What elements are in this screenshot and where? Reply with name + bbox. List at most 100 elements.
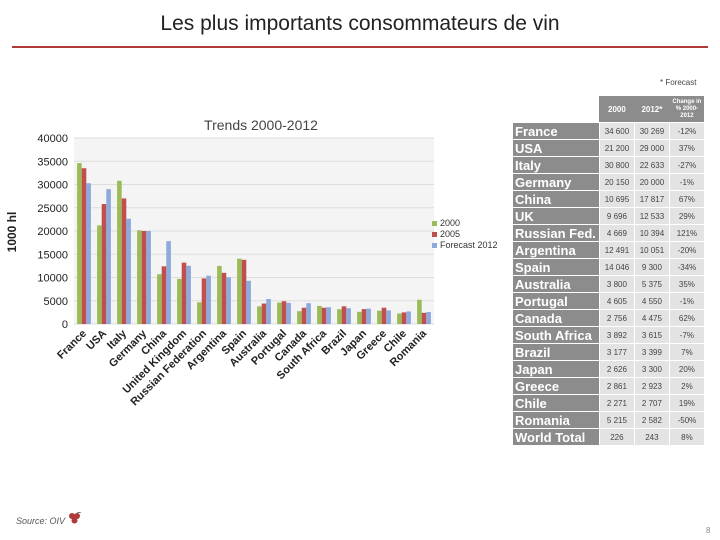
row-value-2000: 2 861 xyxy=(598,377,635,395)
row-change: -12% xyxy=(668,122,705,140)
row-value-2000: 10 695 xyxy=(598,190,635,208)
table-row: Romania 5 215 2 582 -50% xyxy=(512,411,705,429)
row-value-2012: 2 707 xyxy=(633,394,670,412)
chart-title: Trends 2000-2012 xyxy=(204,117,318,133)
legend-swatch xyxy=(432,232,437,237)
bar-2005 xyxy=(201,278,207,324)
bar-forecast-2012 xyxy=(306,303,311,324)
row-change: -27% xyxy=(668,156,705,174)
table-row: Chile 2 271 2 707 19% xyxy=(512,394,705,412)
y-axis-label: 1000 hl xyxy=(5,212,19,253)
bar-forecast-2012 xyxy=(326,307,331,324)
row-change: -1% xyxy=(668,292,705,310)
table-row: France 34 600 30 269 -12% xyxy=(512,122,705,140)
row-value-2012: 29 000 xyxy=(633,139,670,157)
page-number: 8 xyxy=(706,526,711,535)
row-value-2012: 30 269 xyxy=(633,122,670,140)
table-row: China 10 695 17 817 67% xyxy=(512,190,705,208)
bar-forecast-2012 xyxy=(286,302,291,324)
bar-forecast-2012 xyxy=(386,310,391,324)
row-value-2000: 3 177 xyxy=(598,343,635,361)
header-2012: 2012* xyxy=(634,96,670,123)
bar-forecast-2012 xyxy=(246,280,251,324)
bar-2005 xyxy=(301,307,307,324)
row-value-2000: 34 600 xyxy=(598,122,635,140)
bar-2005 xyxy=(341,306,347,324)
y-tick-label: 15000 xyxy=(37,249,68,261)
row-country: South Africa xyxy=(512,326,600,344)
bar-forecast-2012 xyxy=(346,308,351,324)
row-change: -50% xyxy=(668,411,705,429)
bar-2000 xyxy=(317,305,322,324)
row-value-2000: 20 150 xyxy=(598,173,635,191)
row-value-2000: 2 271 xyxy=(598,394,635,412)
row-change: 7% xyxy=(668,343,705,361)
legend-swatch xyxy=(432,221,437,226)
row-country: Argentina xyxy=(512,241,600,259)
y-tick-label: 0 xyxy=(62,319,68,331)
bar-2000 xyxy=(337,309,342,324)
row-country: UK xyxy=(512,207,600,225)
row-country: Italy xyxy=(512,156,600,174)
row-country: China xyxy=(512,190,600,208)
row-country: Romania xyxy=(512,411,600,429)
bar-2000 xyxy=(117,180,122,324)
row-value-2012: 20 000 xyxy=(633,173,670,191)
row-value-2000: 3 800 xyxy=(598,275,635,293)
y-tick-label: 25000 xyxy=(37,203,68,215)
bar-2005 xyxy=(121,198,127,324)
bar-forecast-2012 xyxy=(426,311,431,324)
y-tick-label: 10000 xyxy=(37,273,68,285)
row-change: 37% xyxy=(668,139,705,157)
slide-title: Les plus importants consommateurs de vin xyxy=(160,12,560,35)
row-value-2012: 4 475 xyxy=(633,309,670,327)
row-change: 35% xyxy=(668,275,705,293)
table-header-row: 2000 2012* Change in % 2000-2012 xyxy=(512,96,705,123)
row-country: Spain xyxy=(512,258,600,276)
row-country: Russian Fed. xyxy=(512,224,600,242)
row-change: 29% xyxy=(668,207,705,225)
row-change: -7% xyxy=(668,326,705,344)
row-value-2000: 4 605 xyxy=(598,292,635,310)
table-row: Spain 14 046 9 300 -34% xyxy=(512,258,705,276)
bar-forecast-2012 xyxy=(226,277,231,324)
row-country: Canada xyxy=(512,309,600,327)
table-row: Japan 2 626 3 300 20% xyxy=(512,360,705,378)
row-value-2012: 17 817 xyxy=(633,190,670,208)
row-value-2000: 3 892 xyxy=(598,326,635,344)
bar-forecast-2012 xyxy=(86,183,91,324)
row-country: Chile xyxy=(512,394,600,412)
bar-forecast-2012 xyxy=(146,231,151,324)
row-change: -20% xyxy=(668,241,705,259)
bar-forecast-2012 xyxy=(166,241,171,324)
bar-2000 xyxy=(197,302,202,324)
table-row: Argentina 12 491 10 051 -20% xyxy=(512,241,705,259)
row-change: 19% xyxy=(668,394,705,412)
table-row: Australia 3 800 5 375 35% xyxy=(512,275,705,293)
bar-2000 xyxy=(377,310,382,324)
header-blank xyxy=(512,96,600,123)
bar-2005 xyxy=(361,309,367,324)
row-value-2000: 30 800 xyxy=(598,156,635,174)
y-tick-label: 35000 xyxy=(37,156,68,168)
y-tick-label: 40000 xyxy=(37,133,68,145)
bar-forecast-2012 xyxy=(366,308,371,324)
row-change: 2% xyxy=(668,377,705,395)
table-row: Portugal 4 605 4 550 -1% xyxy=(512,292,705,310)
bar-2000 xyxy=(417,299,422,324)
row-country: Japan xyxy=(512,360,600,378)
bar-2000 xyxy=(97,225,102,324)
row-change: 67% xyxy=(668,190,705,208)
row-value-2012: 3 300 xyxy=(633,360,670,378)
table-row: UK 9 696 12 533 29% xyxy=(512,207,705,225)
y-tick-label: 5000 xyxy=(44,296,68,308)
row-value-2012: 2 582 xyxy=(633,411,670,429)
row-value-2000: 2 756 xyxy=(598,309,635,327)
legend-swatch xyxy=(432,243,437,248)
bar-2000 xyxy=(157,274,162,324)
y-tick-label: 20000 xyxy=(37,226,68,238)
row-value-2000: 12 491 xyxy=(598,241,635,259)
row-value-2012: 2 923 xyxy=(633,377,670,395)
y-tick-label: 30000 xyxy=(37,180,68,192)
header-2000: 2000 xyxy=(599,96,635,123)
